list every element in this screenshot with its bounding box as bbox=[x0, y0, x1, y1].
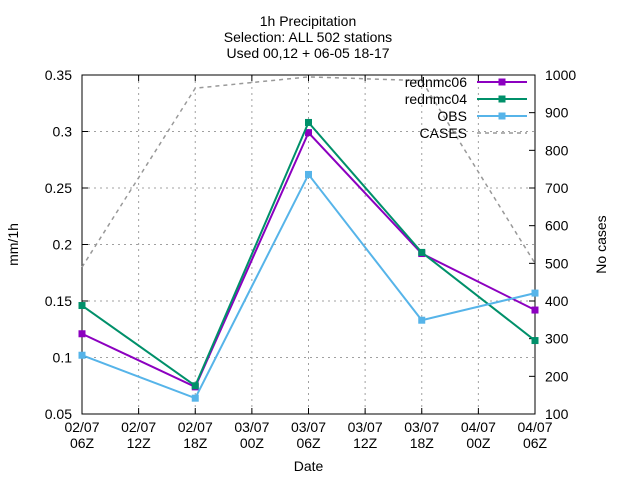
chart-title-line: Selection: ALL 502 stations bbox=[224, 29, 392, 45]
x-tick-label: 00Z bbox=[240, 435, 265, 451]
data-point-obs bbox=[418, 316, 426, 324]
y-tick-label: 0.25 bbox=[45, 180, 72, 196]
series-line-rednmc06 bbox=[81, 130, 536, 389]
data-point-rednmc04 bbox=[418, 248, 426, 256]
y2-axis-label: No cases bbox=[593, 215, 609, 273]
y2-tick-label: 500 bbox=[545, 255, 569, 271]
x-tick-label: 04/07 bbox=[517, 419, 552, 435]
y-tick-label: 0.15 bbox=[45, 293, 72, 309]
x-tick-label: 03/07 bbox=[234, 419, 269, 435]
y2-tick-label: 200 bbox=[545, 368, 569, 384]
y2-tick-label: 700 bbox=[545, 180, 569, 196]
x-tick-label: 06Z bbox=[296, 435, 321, 451]
grid bbox=[82, 75, 535, 414]
x-tick-label: 03/07 bbox=[348, 419, 383, 435]
axis-ticks: 0.05 0.1 0.15 0.2 0.25 0.3 0.35 100 200 300 400 500… bbox=[45, 67, 577, 451]
y2-tick-label: 900 bbox=[545, 105, 569, 121]
x-tick-label: 06Z bbox=[523, 435, 548, 451]
y-tick-label: 0.1 bbox=[53, 350, 73, 366]
y-tick-label: 0.35 bbox=[45, 67, 72, 83]
data-point-rednmc06 bbox=[305, 129, 312, 137]
data-point-rednmc06 bbox=[78, 330, 86, 338]
x-tick-label: 06Z bbox=[70, 435, 95, 451]
data-point-rednmc04 bbox=[191, 382, 199, 390]
y-tick-label: 0.2 bbox=[53, 237, 73, 253]
legend-label-rednmc04: rednmc04 bbox=[405, 91, 467, 107]
chart-title-line: 1h Precipitation bbox=[260, 13, 357, 29]
x-tick-label: 03/07 bbox=[291, 419, 326, 435]
y2-tick-label: 1000 bbox=[545, 67, 576, 83]
data-point-rednmc04 bbox=[531, 337, 539, 345]
data-point-obs bbox=[305, 170, 312, 178]
x-tick-label: 04/07 bbox=[461, 419, 496, 435]
legend-marker-rednmc06 bbox=[498, 78, 506, 86]
data-point-obs bbox=[191, 394, 199, 402]
y2-tick-label: 800 bbox=[545, 142, 569, 158]
data-point-obs bbox=[531, 289, 539, 297]
x-axis-label: Date bbox=[294, 458, 324, 474]
x-tick-label: 18Z bbox=[410, 435, 435, 451]
y-axis-label: mm/1h bbox=[5, 223, 21, 266]
y2-tick-label: 300 bbox=[545, 331, 569, 347]
x-tick-label: 02/07 bbox=[121, 419, 156, 435]
chart-title-line: Used 00,12 + 06-05 18-17 bbox=[226, 45, 389, 61]
y2-tick-label: 100 bbox=[545, 406, 569, 422]
data-point-obs bbox=[78, 351, 86, 359]
x-tick-label: 12Z bbox=[353, 435, 378, 451]
x-tick-label: 03/07 bbox=[404, 419, 439, 435]
x-tick-label: 02/07 bbox=[64, 419, 99, 435]
y2-tick-label: 600 bbox=[545, 218, 569, 234]
x-tick-label: 18Z bbox=[183, 435, 208, 451]
data-point-rednmc04 bbox=[305, 118, 312, 126]
x-tick-label: 12Z bbox=[127, 435, 152, 451]
legend-marker-obs bbox=[498, 112, 506, 120]
data-point-rednmc06 bbox=[531, 306, 539, 314]
y-tick-label: 0.05 bbox=[45, 406, 72, 422]
y-tick-label: 0.3 bbox=[53, 124, 73, 140]
series bbox=[78, 76, 539, 402]
legend-label-obs: OBS bbox=[437, 108, 467, 124]
x-tick-label: 02/07 bbox=[178, 419, 213, 435]
x-tick-label: 00Z bbox=[466, 435, 491, 451]
legend-label-rednmc06: rednmc06 bbox=[405, 74, 467, 90]
y2-tick-label: 400 bbox=[545, 293, 569, 309]
legend-label-cases: CASES bbox=[420, 125, 467, 141]
data-point-rednmc04 bbox=[78, 302, 86, 310]
legend-marker-rednmc04 bbox=[498, 95, 506, 103]
